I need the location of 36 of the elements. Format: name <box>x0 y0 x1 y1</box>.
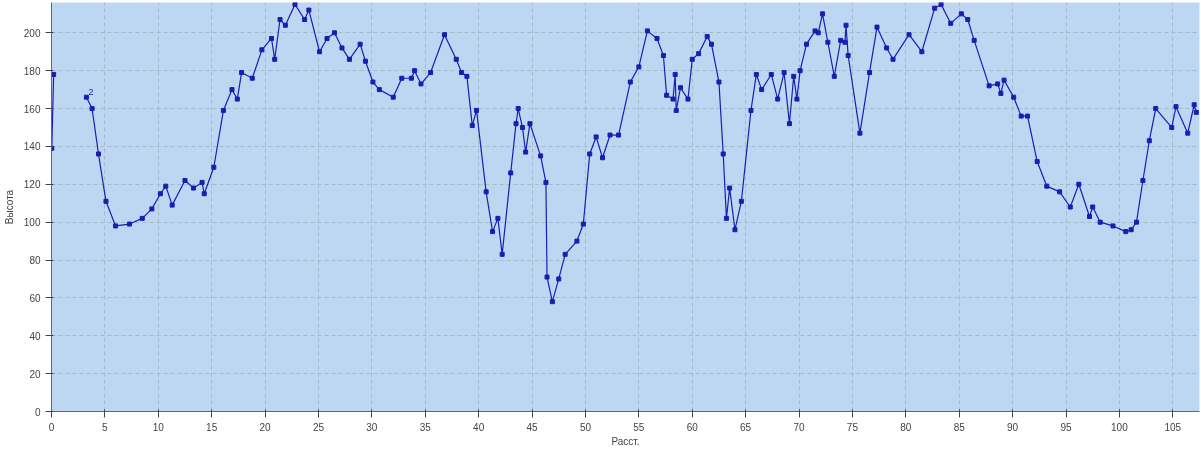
x-tick-label: 75 <box>846 421 859 433</box>
y-tick-label: 60 <box>29 292 41 304</box>
x-tick-label: 85 <box>953 421 966 433</box>
y-tick-label: 160 <box>23 103 41 115</box>
y-tick-label: 100 <box>23 217 41 229</box>
y-tick-label: 0 <box>34 406 41 418</box>
x-tick-label: 65 <box>740 421 752 433</box>
x-tick-label: 0 <box>48 421 55 433</box>
x-tick-label: 50 <box>579 421 592 433</box>
x-tick-label: 105 <box>1164 421 1182 433</box>
x-tick-label: 70 <box>793 421 806 433</box>
x-tick-label: 35 <box>419 421 432 433</box>
x-tick-label: 45 <box>526 421 539 433</box>
x-tick-label: 10 <box>152 421 165 433</box>
y-tick-label: 140 <box>23 141 41 153</box>
y-tick-label: 180 <box>23 65 41 77</box>
y-tick-label: 20 <box>29 368 41 380</box>
x-tick-label: 40 <box>473 421 485 433</box>
y-axis-title: Высота <box>3 189 15 225</box>
annotation: 2 <box>88 87 94 98</box>
x-tick-label: 60 <box>686 421 699 433</box>
x-axis-title: Расст. <box>611 435 640 447</box>
x-tick-label: 80 <box>900 421 912 433</box>
x-tick-label: 20 <box>259 421 272 433</box>
x-tick-label: 15 <box>206 421 218 433</box>
y-tick-label: 40 <box>29 330 41 342</box>
x-tick-label: 5 <box>102 421 109 433</box>
x-tick-label: 25 <box>312 421 325 433</box>
x-tick-label: 100 <box>1111 421 1129 433</box>
x-tick-label: 55 <box>633 421 645 433</box>
y-tick-label: 80 <box>29 255 41 267</box>
y-tick-label: 200 <box>23 27 41 39</box>
x-tick-label: 90 <box>1007 421 1019 433</box>
x-tick-label: 95 <box>1060 421 1073 433</box>
x-tick-label: 30 <box>366 421 378 433</box>
y-tick-label: 120 <box>23 179 41 191</box>
